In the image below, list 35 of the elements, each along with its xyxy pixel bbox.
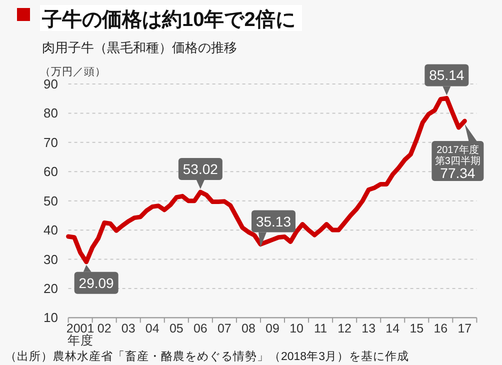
y-tick-label: 80 xyxy=(44,106,58,121)
x-tick-label: 16 xyxy=(434,322,448,336)
x-tick-label: 17 xyxy=(458,322,472,336)
x-tick-label: 02 xyxy=(97,322,112,336)
y-tick-label: 20 xyxy=(44,280,58,296)
chart-subtitle: 肉用子牛（黒毛和種）価格の推移 xyxy=(42,40,237,55)
y-tick-label: 90 xyxy=(44,76,58,92)
y-tick-label: 60 xyxy=(44,164,58,180)
x-tick-label: 15 xyxy=(410,322,424,336)
annotation: 29.09 xyxy=(78,274,114,291)
y-axis-title: （万円／頭） xyxy=(40,66,106,78)
y-tick-label: 70 xyxy=(44,134,58,150)
annotation: 85.14 xyxy=(429,67,464,84)
x-tick-label: 10 xyxy=(290,322,304,336)
x-tick-label: 14 xyxy=(386,322,400,336)
x-tick-label: 07 xyxy=(218,322,232,336)
x-tick-label: 13 xyxy=(362,322,376,336)
annotation: 2017年度第3四半期 77.34 xyxy=(434,144,480,181)
chart-title: 子牛の価格は約10年で2倍に xyxy=(41,8,296,31)
y-tick-label: 30 xyxy=(44,252,58,267)
annotation: 35.13 xyxy=(256,213,292,230)
x-tick-label: 04 xyxy=(145,322,160,336)
x-tick-label: 09 xyxy=(266,322,280,336)
text: （出所）農林水産省「畜産・酪農をめぐる情勢」（2018年3月）を基に作成 xyxy=(5,349,409,363)
x-tick-label: 05 xyxy=(169,322,184,336)
x-tick-label: 12 xyxy=(338,322,352,336)
x-tick-label: 2001 年度 xyxy=(66,322,94,348)
x-tick-label: 08 xyxy=(242,322,256,336)
y-tick-label: 50 xyxy=(44,193,58,208)
annotation: 53.02 xyxy=(182,161,218,178)
x-tick-label: 06 xyxy=(193,322,208,336)
y-tick-label: 10 xyxy=(44,310,58,326)
x-tick-label: 11 xyxy=(314,322,328,336)
x-tick-label: 03 xyxy=(121,322,136,336)
y-tick-label: 40 xyxy=(44,222,58,238)
